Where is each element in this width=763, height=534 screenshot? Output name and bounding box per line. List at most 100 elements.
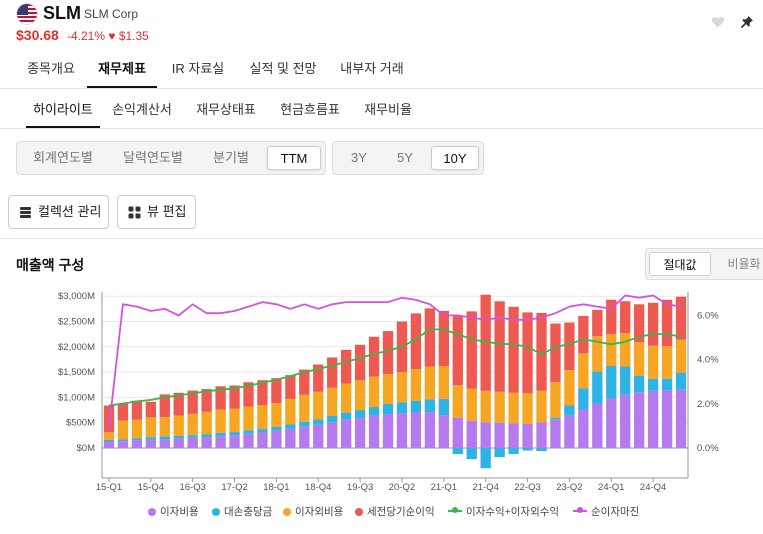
mode-absolute[interactable]: 절대값 — [649, 252, 711, 276]
range-selector: 3Y 5Y 10Y — [332, 141, 484, 175]
x-tick-label: 23-Q2 — [556, 482, 582, 493]
bar-segment — [466, 388, 477, 421]
bar-segment — [550, 382, 561, 418]
bar-segment — [382, 374, 394, 404]
tab-ratios[interactable]: 재무비율 — [364, 102, 412, 117]
bar-segment — [173, 438, 184, 448]
period-fiscal-year[interactable]: 회계연도별 — [33, 150, 93, 165]
y-tick-label-right: 0.0% — [697, 443, 719, 454]
bar-segment — [103, 432, 115, 440]
legend-label: 이자수익+이자외수익 — [466, 506, 560, 518]
manage-columns-label: 컬렉션 관리 — [38, 204, 102, 219]
tab-balance-sheet[interactable]: 재무상태표 — [196, 102, 256, 117]
bar-segment — [438, 366, 449, 399]
bar-segment — [452, 417, 463, 448]
bar-segment — [187, 413, 198, 436]
manage-columns-button[interactable]: 컬렉션 관리 — [8, 195, 109, 229]
bar-segment — [592, 403, 603, 448]
tab-earnings-outlook[interactable]: 실적 및 전망 — [249, 61, 317, 76]
period-ttm[interactable]: TTM — [267, 146, 321, 170]
y-tick-label-right: 2.0% — [697, 399, 719, 410]
edit-view-button[interactable]: 뷰 편집 — [117, 195, 196, 229]
legend-swatch — [448, 507, 462, 513]
bar-segment — [536, 312, 547, 391]
tab-overview[interactable]: 종목개요 — [27, 61, 75, 76]
bar-segment — [117, 420, 129, 440]
stack-icon — [20, 207, 31, 218]
tab-highlights[interactable]: 하이라이트 — [26, 92, 100, 128]
bar-segment — [564, 370, 575, 406]
bar-segment — [117, 441, 129, 448]
period-quarterly[interactable]: 분기별 — [213, 150, 249, 165]
bar-segment — [606, 299, 617, 335]
bar-segment — [257, 432, 268, 448]
bar-segment — [606, 398, 617, 448]
bar-segment — [647, 390, 659, 448]
period-calendar-year[interactable]: 달력연도별 — [123, 150, 183, 165]
bar-segment — [675, 296, 687, 340]
bar-segment — [661, 390, 673, 448]
x-tick-label: 22-Q3 — [514, 482, 540, 493]
tab-financials[interactable]: 재무제표 — [87, 50, 157, 88]
bar-segment — [243, 433, 254, 448]
bar-segment — [396, 402, 408, 414]
legend-item[interactable]: 세전당기순이익 — [355, 504, 435, 519]
bar-segment — [550, 323, 561, 383]
bar-segment — [452, 385, 463, 418]
x-tick-label: 15-Q4 — [138, 482, 164, 493]
edit-view-label: 뷰 편집 — [147, 204, 187, 219]
favorite-heart-icon[interactable] — [711, 15, 725, 29]
tab-income-statement[interactable]: 손익계산서 — [112, 102, 172, 117]
bar-segment — [410, 412, 422, 448]
x-tick-label: 21-Q1 — [431, 482, 457, 493]
bar-segment — [271, 403, 282, 428]
bar-segment — [466, 311, 477, 389]
legend-item[interactable]: 이자비용 — [148, 504, 199, 519]
bar-segment — [620, 394, 631, 448]
legend-label: 세전당기순이익 — [367, 506, 435, 518]
bar-segment — [452, 448, 463, 455]
bar-segment — [368, 336, 380, 377]
bar-segment — [550, 419, 561, 448]
bar-segment — [229, 408, 240, 433]
bar-segment — [494, 448, 505, 458]
mode-ratio[interactable]: 비율화 — [727, 257, 761, 271]
range-10y[interactable]: 10Y — [431, 146, 479, 170]
bar-segment — [438, 398, 449, 416]
tab-ir-materials[interactable]: IR 자료실 — [171, 61, 225, 76]
legend-item[interactable]: 대손충당금 — [212, 504, 272, 519]
y-tick-label-left: $2,500M — [58, 317, 95, 328]
chart-grid — [101, 292, 689, 479]
bar-segment — [550, 417, 561, 420]
bar-segment — [382, 331, 394, 375]
bar-segment — [229, 435, 240, 448]
x-tick-label: 16-Q3 — [179, 482, 205, 493]
bar-segment — [675, 389, 687, 448]
legend-swatch — [212, 508, 220, 516]
bar-segment — [634, 392, 645, 448]
legend-item[interactable]: 이자외비용 — [283, 504, 343, 519]
bar-segment — [536, 448, 547, 452]
tab-cash-flow[interactable]: 현금흐름표 — [280, 102, 340, 117]
divider — [0, 88, 763, 89]
range-3y[interactable]: 3Y — [351, 150, 367, 165]
tab-insider-trading[interactable]: 내부자 거래 — [340, 61, 404, 76]
bar-segment — [271, 378, 282, 404]
pin-icon[interactable] — [740, 15, 754, 29]
y-tick-label-right: 4.0% — [697, 355, 719, 366]
x-tick-label: 17-Q2 — [221, 482, 247, 493]
bar-segment — [564, 405, 575, 416]
bar-segment — [187, 390, 198, 414]
legend-swatch — [148, 508, 156, 516]
bar-segment — [327, 357, 338, 388]
bar-segment — [201, 437, 212, 448]
bar-segment — [215, 432, 226, 437]
range-5y[interactable]: 5Y — [397, 150, 413, 165]
bar-segment — [159, 439, 170, 448]
x-tick-label: 15-Q1 — [96, 482, 122, 493]
legend-item[interactable]: 순이자마진 — [573, 504, 639, 519]
bar-segment — [229, 432, 240, 436]
x-tick-label: 21-Q4 — [472, 482, 498, 493]
legend-item[interactable]: 이자수익+이자외수익 — [448, 504, 559, 519]
bar-segment — [285, 428, 296, 448]
